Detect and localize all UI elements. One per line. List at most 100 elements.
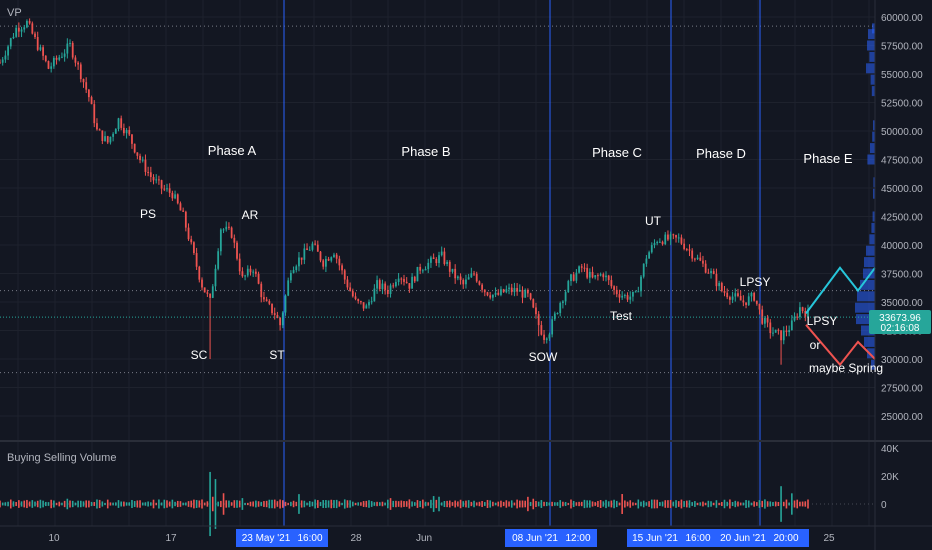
volume-bar (610, 500, 613, 508)
candle-body (98, 129, 101, 131)
volume-bar (193, 499, 195, 509)
volume-profile-bar (856, 314, 875, 325)
candle-body (734, 293, 737, 297)
volume-bar (448, 500, 451, 508)
volume-bar (758, 500, 761, 508)
candle-body (58, 57, 61, 60)
volume-bar (513, 502, 516, 506)
volume-profile-bar (873, 177, 875, 188)
candle-body (112, 133, 115, 137)
volume-bar (284, 501, 287, 507)
volume-bar (158, 499, 160, 509)
volume-bar (198, 500, 201, 508)
volume-bar (804, 501, 807, 507)
event-ar: AR (242, 208, 259, 222)
candle-body (23, 27, 26, 30)
candle-body (281, 312, 284, 326)
candle-body (263, 297, 265, 300)
volume-bar (77, 500, 79, 508)
volume-bar (74, 502, 77, 506)
candle-body (758, 303, 761, 310)
time-axis[interactable]: 10 17 28 Jun 25 23 May '21 16:00 08 Jun … (48, 529, 835, 547)
volume-profile (855, 23, 875, 370)
candle-body (427, 262, 430, 270)
candle-body (669, 234, 672, 240)
volume-bar (780, 486, 782, 522)
volume-bar (524, 500, 526, 508)
candle-body (327, 258, 330, 261)
volume-bar (115, 502, 117, 506)
volume-bar (381, 501, 384, 507)
volume-bar (206, 501, 209, 507)
volume-bar (106, 499, 109, 509)
candle-body (491, 294, 494, 298)
volume-profile-bar (868, 29, 875, 40)
candle-body (518, 289, 521, 292)
candle-body (252, 271, 255, 273)
volume-bar (634, 502, 637, 506)
candle-body (629, 296, 632, 300)
candle-body (1, 59, 4, 63)
volume-bar (230, 502, 233, 506)
candle-body (777, 329, 780, 331)
volume-bar (664, 500, 667, 508)
volume-bar (796, 499, 799, 509)
candle-body (594, 275, 597, 278)
volume-bar (774, 501, 777, 507)
phase-b-label: Phase B (401, 144, 450, 159)
volume-bar (497, 501, 500, 507)
candle-body (61, 56, 63, 58)
volume-bar (306, 502, 308, 506)
candle-body (82, 79, 85, 83)
candle-body (311, 243, 314, 250)
price-tick-label: 50000.00 (881, 127, 923, 138)
volume-bar (540, 500, 543, 508)
candle-body (632, 291, 634, 297)
candle-body (55, 57, 58, 60)
candle-body (289, 272, 292, 281)
volume-bar (637, 499, 640, 509)
candle-body (750, 292, 753, 297)
candle-body (279, 317, 282, 326)
volume-bar (144, 502, 147, 506)
candle-body (481, 284, 484, 290)
volume-bar (672, 501, 675, 507)
event-test: Test (610, 309, 633, 323)
candle-body (467, 277, 470, 280)
price-tick-label: 35000.00 (881, 298, 923, 309)
candle-body (737, 293, 739, 297)
vp-indicator-label[interactable]: VP (7, 7, 22, 19)
volume-bar (580, 501, 583, 507)
candle-body (149, 172, 152, 178)
volume-bar (454, 500, 456, 508)
candle-body (7, 46, 9, 56)
candle-body (683, 243, 686, 250)
volume-bar (9, 499, 12, 509)
candle-body (766, 317, 769, 323)
volume-bar (473, 500, 475, 508)
price-axis[interactable]: 60000.00 57500.00 55000.00 52500.00 50000.00… (881, 13, 923, 423)
candle-body (155, 179, 158, 181)
volume-bar (333, 500, 335, 508)
volume-bar (656, 499, 658, 509)
candle-body (640, 276, 642, 292)
volume-indicator-label[interactable]: Buying Selling Volume (7, 452, 116, 464)
volume-bar (597, 500, 599, 508)
candle-body (769, 322, 772, 334)
candle-body (222, 229, 225, 231)
candle-body (233, 237, 236, 243)
candle-body (720, 283, 723, 292)
candle-body (133, 143, 136, 153)
volume-bar (389, 498, 392, 510)
volume-bar (260, 501, 263, 507)
candle-body (793, 316, 796, 321)
current-price-tag: 33673.96 02:16:08 (869, 310, 931, 334)
candle-body (79, 64, 82, 80)
candle-body (416, 266, 419, 282)
candle-body (168, 188, 171, 193)
volume-bar (726, 501, 728, 507)
volume-bar (104, 502, 106, 506)
candle-body (451, 268, 454, 272)
volume-bar (548, 502, 551, 506)
